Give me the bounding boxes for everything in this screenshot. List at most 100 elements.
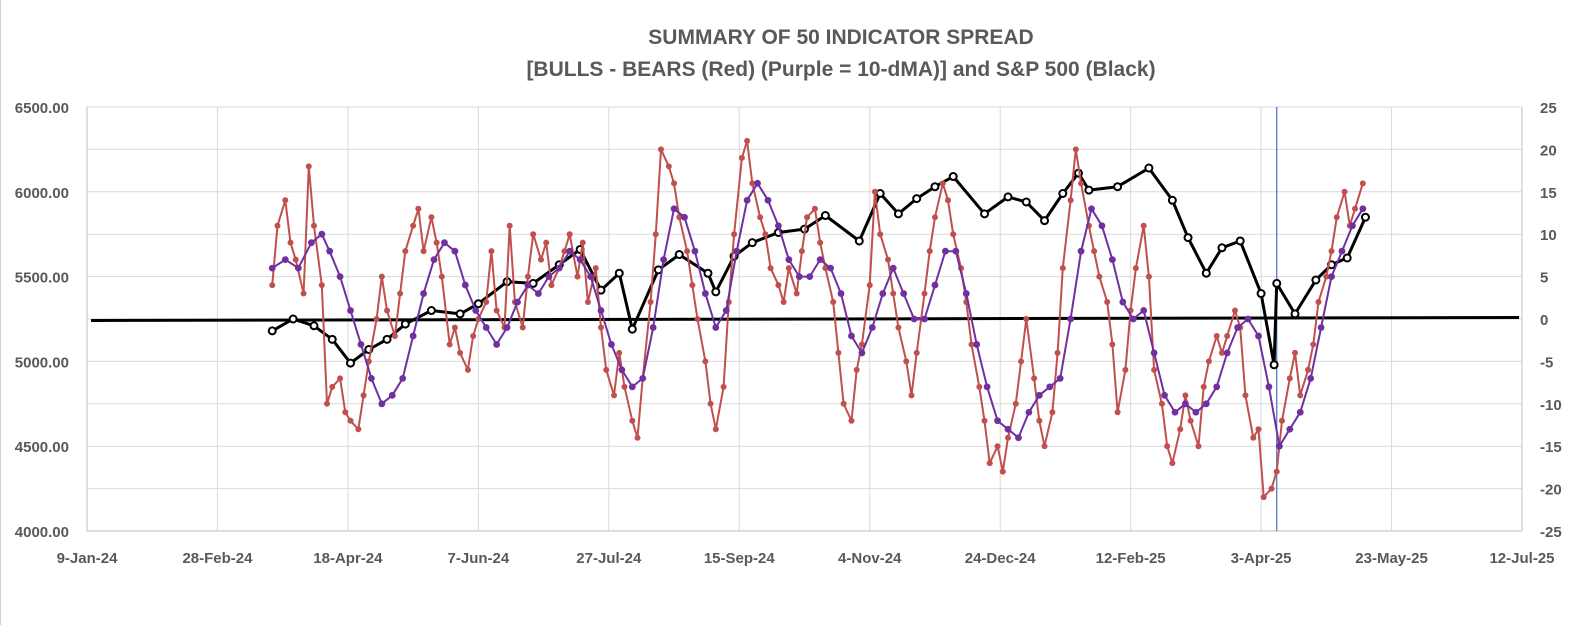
spread-point <box>1250 434 1257 441</box>
spread-point <box>269 282 276 289</box>
ma-point <box>931 281 939 289</box>
spread-point <box>822 265 829 272</box>
spread-point <box>647 299 654 306</box>
spread-point <box>274 222 281 229</box>
spread-point <box>537 256 544 263</box>
ma-point <box>524 281 532 289</box>
ma-point <box>827 264 834 272</box>
x-tick-label: 23-May-25 <box>1355 550 1428 567</box>
ma-point <box>1046 383 1054 391</box>
sp500-point <box>1235 236 1245 246</box>
spread-point <box>1114 409 1121 416</box>
x-tick-label: 28-Feb-24 <box>182 550 253 567</box>
y-right-tick-label: 20 <box>1540 142 1557 159</box>
spread-point <box>584 299 591 306</box>
spread-point <box>1049 409 1056 416</box>
sp500-point <box>473 299 483 309</box>
ma-point <box>1088 205 1095 213</box>
spread-point <box>968 341 975 348</box>
ma-point <box>806 273 814 280</box>
spread-point <box>976 383 983 390</box>
sp500-point <box>267 326 277 336</box>
spread-point <box>1305 366 1312 373</box>
ma-point <box>722 307 730 314</box>
spread-point <box>292 256 299 263</box>
spread-point <box>1018 358 1025 365</box>
y-right-tick-label: -25 <box>1540 524 1562 541</box>
spread-point <box>702 358 709 365</box>
spread-point <box>830 299 837 306</box>
ma-point <box>1140 307 1148 314</box>
spread-point <box>1005 434 1012 441</box>
y-right-tick-label: 10 <box>1540 227 1557 244</box>
ma-point <box>639 374 647 382</box>
sp500-point <box>1201 268 1211 278</box>
spread-point <box>1054 349 1061 356</box>
sp500-point <box>1144 163 1154 173</box>
spread-point <box>287 239 294 246</box>
sp500-point <box>309 321 319 331</box>
ma-point <box>649 324 657 331</box>
spread-point <box>804 214 811 221</box>
spread-point <box>543 239 550 246</box>
spread-point <box>738 154 745 161</box>
ma-point <box>868 324 876 331</box>
spread-point <box>840 400 847 407</box>
sp500-point <box>674 250 684 260</box>
spread-point <box>1041 443 1048 450</box>
ma-point <box>1108 256 1116 264</box>
spread-point <box>347 417 354 424</box>
spread-point <box>981 417 988 424</box>
ma-point <box>952 247 960 255</box>
spread-point <box>1122 366 1129 373</box>
spread-point <box>1297 392 1304 399</box>
y-left-tick-label: 6000.00 <box>15 185 69 202</box>
spread-point <box>324 400 331 407</box>
ma-point <box>482 324 490 331</box>
spread-point <box>329 383 336 390</box>
ma-point <box>388 391 396 399</box>
spread-point <box>310 222 317 229</box>
spread-point <box>1224 332 1231 339</box>
sp500-point <box>930 182 940 192</box>
sp500-point <box>820 211 830 221</box>
ma-point <box>1004 425 1012 433</box>
ma-point <box>1035 391 1043 399</box>
spread-point <box>913 349 920 356</box>
spread-point <box>318 282 325 289</box>
spread-point <box>775 282 782 289</box>
x-tick-label: 3-Apr-25 <box>1231 550 1292 567</box>
spread-point <box>903 358 910 365</box>
spread-point <box>1012 400 1019 407</box>
spread-point <box>402 248 409 255</box>
sp500-point <box>1040 216 1050 226</box>
y-right-tick-label: -5 <box>1540 354 1553 371</box>
spread-point <box>884 256 891 263</box>
spread-point <box>378 273 385 280</box>
sp500-point <box>1342 253 1352 263</box>
ma-point <box>712 324 720 331</box>
spread-point <box>926 248 933 255</box>
ma-point <box>701 290 709 297</box>
spread-point <box>1059 265 1066 272</box>
spread-point <box>658 146 664 153</box>
ma-point <box>378 400 386 408</box>
sp500-point <box>854 236 864 246</box>
spread-point <box>451 324 458 331</box>
spread-point <box>1341 188 1348 195</box>
spread-point <box>744 137 751 144</box>
chart-title: SUMMARY OF 50 INDICATOR SPREAD <box>648 26 1034 49</box>
spread-point <box>950 231 957 238</box>
ma-point <box>597 307 605 314</box>
spread-point <box>749 180 756 187</box>
zero-reference-line <box>90 316 1520 322</box>
spread-point <box>282 197 289 204</box>
ma-point <box>879 290 887 297</box>
spread-point <box>524 273 531 280</box>
spread-point <box>428 214 435 221</box>
ma-point <box>754 179 761 187</box>
ma-point <box>900 290 908 297</box>
ma-point <box>858 349 866 357</box>
ma-point <box>1338 247 1346 255</box>
